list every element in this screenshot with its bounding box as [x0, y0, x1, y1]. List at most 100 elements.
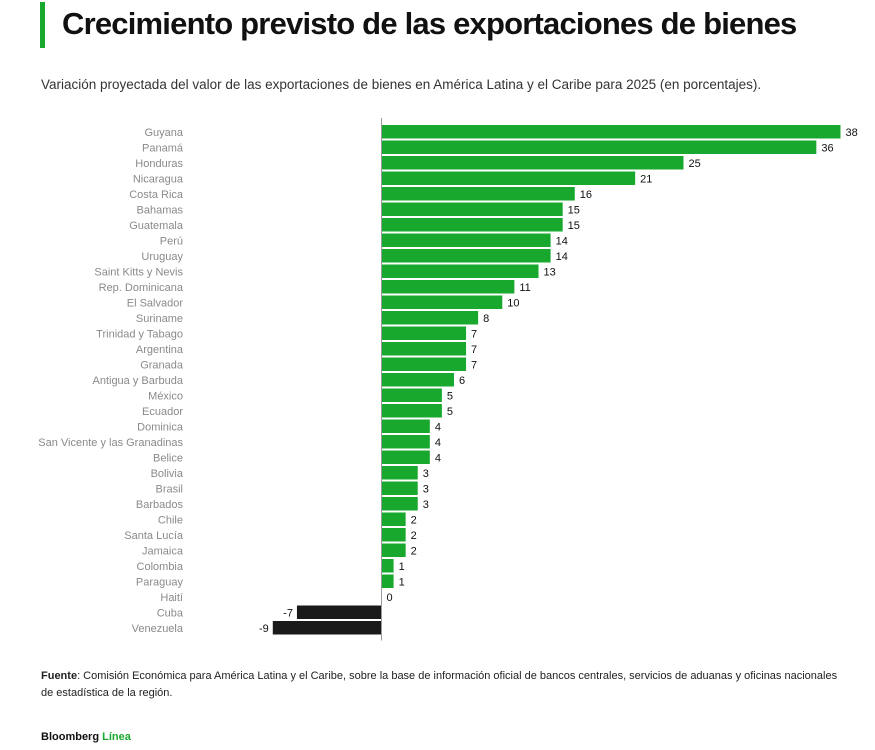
category-label: Cuba — [157, 607, 184, 619]
bar — [381, 202, 563, 216]
category-label: Belice — [153, 452, 183, 464]
value-label: 38 — [846, 127, 858, 139]
category-label: Santa Lucía — [124, 530, 184, 542]
bar — [381, 373, 454, 387]
value-label: 7 — [471, 359, 477, 371]
value-label: 1 — [399, 561, 405, 573]
category-label: Argentina — [136, 344, 184, 356]
value-label: 5 — [447, 390, 453, 402]
bar — [381, 497, 418, 511]
value-label: 6 — [459, 375, 465, 387]
value-label: 15 — [568, 204, 580, 216]
chart-subtitle: Variación proyectada del valor de las ex… — [41, 77, 762, 92]
value-label: 2 — [411, 545, 417, 557]
category-label: El Salvador — [127, 297, 184, 309]
category-label: Bolivia — [151, 468, 184, 480]
brand-logo: Bloomberg Línea — [41, 731, 131, 743]
value-label: 15 — [568, 220, 580, 232]
category-label: Dominica — [137, 421, 184, 433]
bar — [381, 450, 430, 464]
category-label: Venezuela — [132, 623, 184, 635]
bar — [381, 187, 575, 201]
bar — [381, 264, 539, 278]
value-label: 16 — [580, 189, 592, 201]
bar — [381, 512, 406, 526]
bar — [381, 295, 503, 309]
value-label: 4 — [435, 421, 441, 433]
value-label: 7 — [471, 328, 477, 340]
value-label: 13 — [544, 266, 556, 278]
category-label: Paraguay — [136, 576, 184, 588]
bar — [381, 249, 551, 263]
bar — [381, 574, 394, 588]
category-label: Panamá — [142, 142, 184, 154]
bar — [381, 233, 551, 247]
value-label: 10 — [507, 297, 519, 309]
category-label: Perú — [160, 235, 183, 247]
category-label: Haití — [160, 592, 183, 604]
bar — [381, 481, 418, 495]
bar — [381, 218, 563, 232]
value-label: 36 — [821, 142, 833, 154]
bar — [296, 605, 382, 619]
category-label: Nicaragua — [133, 173, 184, 185]
category-label: Saint Kitts y Nevis — [94, 266, 183, 278]
bar — [381, 140, 817, 154]
bar — [381, 326, 467, 340]
value-label: 5 — [447, 406, 453, 418]
bar — [381, 543, 406, 557]
bar — [381, 388, 442, 402]
bar — [381, 559, 394, 573]
bar — [381, 419, 430, 433]
bar — [381, 342, 467, 356]
source-label: Fuente — [41, 670, 78, 682]
bar — [381, 404, 442, 418]
bar — [381, 311, 479, 325]
category-label: Costa Rica — [129, 189, 184, 201]
category-label: Trinidad y Tabago — [96, 328, 183, 340]
category-label: Suriname — [136, 313, 183, 325]
brand-name: Bloomberg — [41, 731, 100, 743]
value-label: 2 — [411, 530, 417, 542]
value-label: 8 — [483, 313, 489, 325]
category-label: Barbados — [136, 499, 184, 511]
bar — [381, 156, 684, 170]
bar — [381, 435, 430, 449]
category-label: Bahamas — [137, 204, 184, 216]
bar — [381, 357, 467, 371]
value-label: -9 — [259, 623, 269, 635]
category-label: Rep. Dominicana — [99, 282, 184, 294]
value-label: 3 — [423, 468, 429, 480]
value-label: 3 — [423, 499, 429, 511]
value-label: -7 — [283, 607, 293, 619]
bar — [381, 171, 636, 185]
category-label: Colombia — [137, 561, 184, 573]
category-label: Chile — [158, 514, 183, 526]
source-note: Fuente: Comisión Económica para América … — [41, 668, 851, 702]
category-label: Guatemala — [129, 220, 184, 232]
category-label: Antigua y Barbuda — [92, 375, 183, 387]
category-label: Granada — [140, 359, 184, 371]
brand-suffix: Línea — [102, 731, 131, 743]
value-label: 7 — [471, 344, 477, 356]
category-label: San Vicente y las Granadinas — [38, 437, 183, 449]
category-label: Uruguay — [141, 251, 183, 263]
value-label: 2 — [411, 514, 417, 526]
value-label: 1 — [399, 576, 405, 588]
value-label: 21 — [640, 173, 652, 185]
value-label: 25 — [688, 158, 700, 170]
chart-title: Crecimiento previsto de las exportacione… — [62, 6, 797, 41]
bar — [381, 280, 515, 294]
value-label: 3 — [423, 483, 429, 495]
title-accent-bar — [40, 2, 45, 48]
category-label: Jamaica — [142, 545, 184, 557]
source-text: : Comisión Económica para América Latina… — [41, 670, 838, 699]
value-label: 4 — [435, 452, 441, 464]
value-label: 14 — [556, 235, 568, 247]
category-label: Brasil — [155, 483, 183, 495]
bar — [381, 528, 406, 542]
category-label: Honduras — [135, 158, 183, 170]
value-label: 0 — [387, 592, 393, 604]
category-label: Ecuador — [142, 406, 183, 418]
